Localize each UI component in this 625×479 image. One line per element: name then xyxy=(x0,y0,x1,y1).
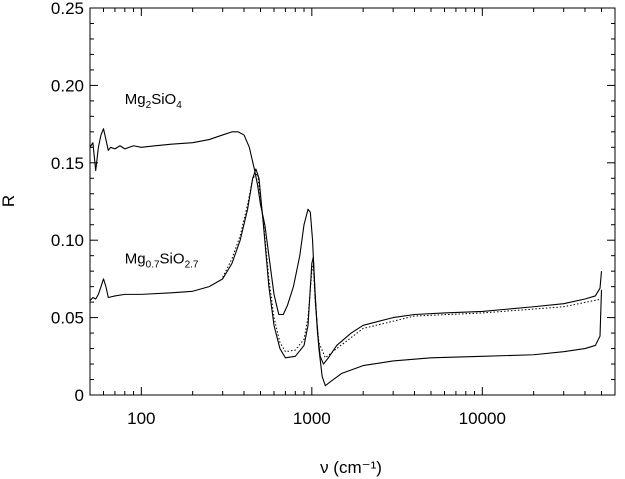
formula-text: Mg xyxy=(125,91,146,108)
y-tick-label: 0.10 xyxy=(51,231,84,250)
formula-text: SiO xyxy=(160,250,185,267)
x-tick-label: 100 xyxy=(127,409,155,428)
plot-frame xyxy=(89,7,616,396)
formula-subscript: 2.7 xyxy=(185,259,199,270)
x-tick-label: 1000 xyxy=(293,409,331,428)
formula-subscript: 2 xyxy=(146,100,152,111)
formula-subscript: 4 xyxy=(176,100,182,111)
y-tick-label: 0.20 xyxy=(51,76,84,95)
formula-text: SiO xyxy=(151,91,176,108)
series-line-2 xyxy=(89,168,603,387)
y-tick-label: 0.15 xyxy=(51,154,84,173)
formula-subscript: 0.7 xyxy=(146,259,160,270)
series-line-3 xyxy=(222,172,602,359)
x-axis-title: ν (cm⁻¹) xyxy=(320,458,382,477)
y-axis-ticks: 0 0.05 0.10 0.15 0.20 0.25 xyxy=(51,0,615,405)
series-layer xyxy=(89,128,603,387)
series-annotation-1: Mg2SiO4 xyxy=(125,91,182,111)
series-annotation-2: Mg0.7SiO2.7 xyxy=(125,250,199,270)
x-axis-ticks: 100 1000 10000 xyxy=(89,8,616,428)
y-tick-label: 0 xyxy=(75,386,84,405)
y-tick-label: 0.05 xyxy=(51,309,84,328)
series-line-1 xyxy=(89,128,603,365)
x-tick-label: 10000 xyxy=(459,409,506,428)
y-tick-label: 0.25 xyxy=(51,0,84,18)
y-axis-title: R xyxy=(0,195,18,207)
formula-text: Mg xyxy=(125,250,146,267)
